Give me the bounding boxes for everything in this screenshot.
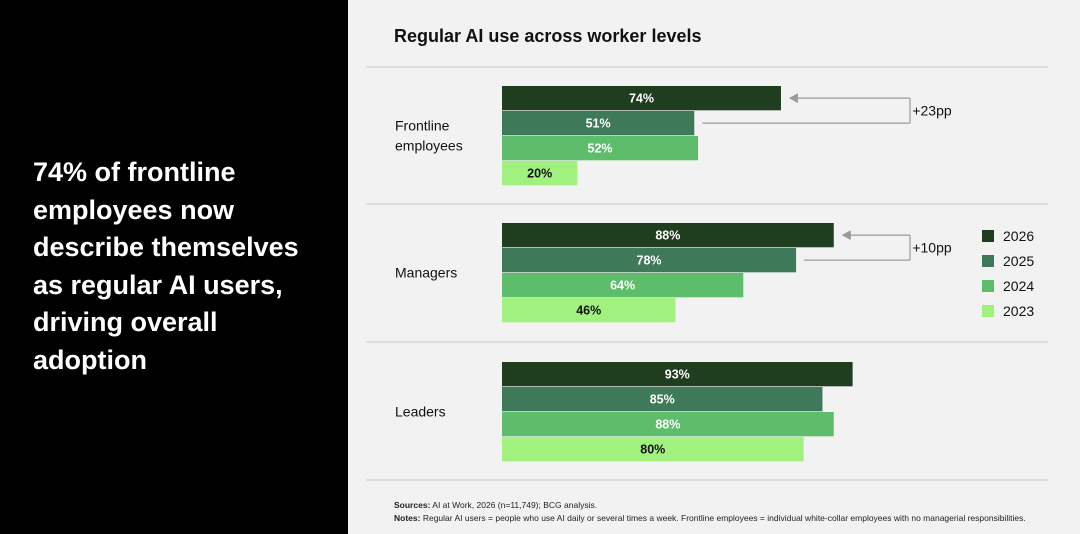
bar-2025 bbox=[502, 111, 695, 136]
sources-line: Sources: AI at Work, 2026 (n=11,749); BC… bbox=[394, 499, 1026, 512]
sources-label: Sources: bbox=[394, 500, 431, 510]
bar-value-label: 74% bbox=[629, 92, 654, 106]
category-label: Managers bbox=[395, 265, 457, 281]
bar-2026 bbox=[502, 362, 853, 387]
bar-2024 bbox=[502, 136, 699, 161]
bar-value-label: 78% bbox=[637, 254, 662, 268]
annotation-label: +10pp bbox=[912, 240, 952, 256]
notes-label: Notes: bbox=[394, 513, 421, 523]
annotation-arrow bbox=[841, 230, 851, 241]
bar-2025 bbox=[502, 387, 823, 412]
bar-2023 bbox=[502, 161, 578, 186]
category-label-line: Leaders bbox=[395, 404, 446, 420]
legend-swatch-2024 bbox=[982, 280, 994, 292]
bar-2024 bbox=[502, 412, 834, 437]
bar-value-label: 88% bbox=[655, 418, 680, 432]
legend-swatch-2025 bbox=[982, 255, 994, 267]
annotation-arrow bbox=[788, 93, 798, 104]
bar-value-label: 20% bbox=[527, 167, 552, 181]
left-panel: 74% of frontline employees now describe … bbox=[0, 0, 348, 534]
notes-line: Notes: Regular AI users = people who use… bbox=[394, 512, 1026, 525]
bar-2026 bbox=[502, 86, 781, 111]
bar-2026 bbox=[502, 223, 834, 248]
bar-2024 bbox=[502, 273, 744, 298]
legend-label: 2026 bbox=[1003, 228, 1034, 244]
legend-label: 2024 bbox=[1003, 278, 1034, 294]
legend-swatch-2023 bbox=[982, 305, 994, 317]
bar-value-label: 46% bbox=[576, 304, 601, 318]
category-label-line: Frontline bbox=[395, 118, 450, 134]
headline: 74% of frontline employees now describe … bbox=[33, 157, 299, 375]
legend-swatch-2026 bbox=[982, 230, 994, 242]
bar-value-label: 88% bbox=[655, 229, 680, 243]
legend-label: 2023 bbox=[1003, 303, 1034, 319]
bar-value-label: 93% bbox=[665, 368, 690, 382]
category-label: Leaders bbox=[395, 404, 446, 420]
notes-text: Regular AI users = people who use AI dai… bbox=[422, 513, 1026, 523]
bar-value-label: 80% bbox=[640, 443, 665, 457]
bar-2023 bbox=[502, 437, 804, 462]
category-label-line: Managers bbox=[395, 265, 457, 281]
bar-value-label: 85% bbox=[650, 393, 675, 407]
chart-title: Regular AI use across worker levels bbox=[394, 26, 702, 46]
annotation-label: +23pp bbox=[912, 103, 952, 119]
legend-label: 2025 bbox=[1003, 253, 1034, 269]
category-label: Frontline employees bbox=[395, 118, 463, 154]
sources-text: AI at Work, 2026 (n=11,749); BCG analysi… bbox=[432, 500, 598, 510]
bar-value-label: 64% bbox=[610, 279, 635, 293]
bar-2025 bbox=[502, 248, 797, 273]
bar-value-label: 52% bbox=[588, 142, 613, 156]
chart-footer: Sources: AI at Work, 2026 (n=11,749); BC… bbox=[394, 499, 1026, 525]
bar-2023 bbox=[502, 298, 676, 323]
category-label-line: employees bbox=[395, 138, 463, 154]
bar-value-label: 51% bbox=[586, 117, 611, 131]
